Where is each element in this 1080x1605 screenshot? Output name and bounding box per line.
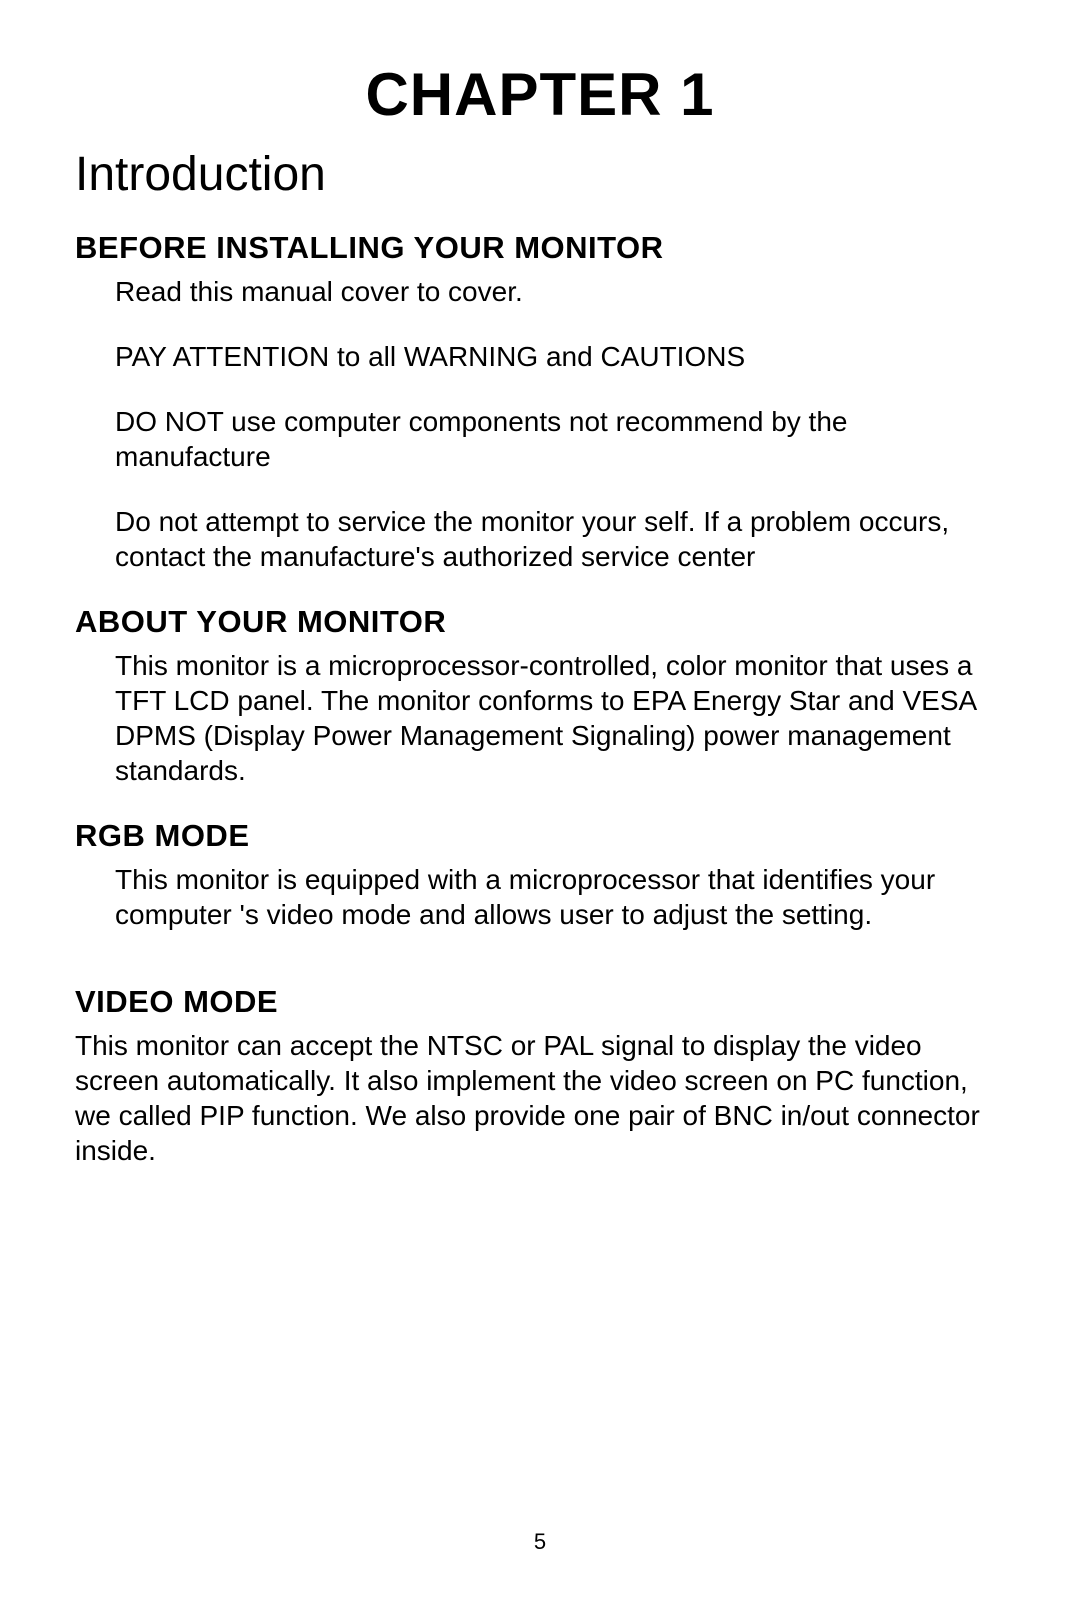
section-heading-rgb-mode: RGB MODE <box>75 818 1005 854</box>
body-paragraph: PAY ATTENTION to all WARNING and CAUTION… <box>75 339 1005 374</box>
body-paragraph: Do not attempt to service the monitor yo… <box>75 504 1005 574</box>
chapter-subtitle: Introduction <box>75 147 1005 202</box>
section-heading-about-monitor: ABOUT YOUR MONITOR <box>75 604 1005 640</box>
section-heading-before-installing: BEFORE INSTALLING YOUR MONITOR <box>75 230 1005 266</box>
section-heading-video-mode: VIDEO MODE <box>75 984 1005 1020</box>
body-paragraph: This monitor is equipped with a micropro… <box>75 862 1005 932</box>
body-paragraph: Read this manual cover to cover. <box>75 274 1005 309</box>
body-paragraph: This monitor can accept the NTSC or PAL … <box>75 1028 1005 1168</box>
body-paragraph: DO NOT use computer components not recom… <box>75 404 1005 474</box>
body-paragraph: This monitor is a microprocessor-control… <box>75 648 1005 788</box>
page-number: 5 <box>0 1529 1080 1555</box>
chapter-title: CHAPTER 1 <box>75 60 1005 129</box>
